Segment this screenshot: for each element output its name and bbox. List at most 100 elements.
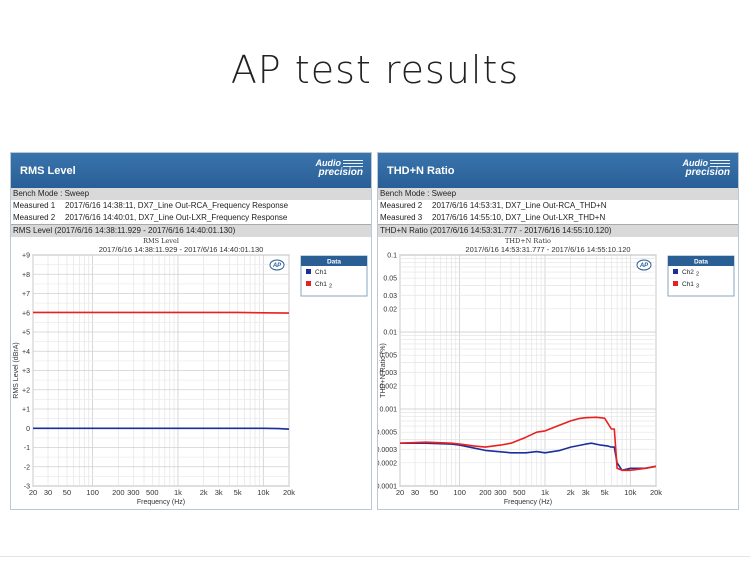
x-tick-label: 2k bbox=[567, 488, 575, 497]
x-tick-label: 300 bbox=[494, 488, 507, 497]
y-tick-label: 0 bbox=[26, 426, 30, 433]
legend-header bbox=[668, 256, 734, 266]
y-tick-label: +8 bbox=[22, 272, 30, 279]
y-tick-label: +4 bbox=[22, 349, 30, 356]
x-axis-label: Frequency (Hz) bbox=[137, 499, 185, 506]
x-tick-label: 5k bbox=[234, 488, 242, 497]
measured-text: 2017/6/16 14:53:31, DX7_Line Out-RCA_THD… bbox=[432, 201, 607, 210]
y-tick-label: 0.0002 bbox=[378, 460, 397, 467]
y-tick-label: 0.0003 bbox=[378, 447, 397, 454]
x-tick-label: 10k bbox=[257, 488, 269, 497]
x-tick-label: 20 bbox=[396, 488, 404, 497]
panel-title: THD+N Ratio bbox=[387, 165, 455, 177]
y-axis-label: RMS Level (dBrA) bbox=[13, 342, 20, 398]
measured-row: Measured 2 2017/6/16 14:53:31, DX7_Line O… bbox=[378, 200, 738, 212]
measured-label: Measured 1 bbox=[13, 201, 56, 210]
y-tick-label: -2 bbox=[24, 464, 30, 471]
ap-badge-text: AP bbox=[272, 263, 282, 269]
legend-swatch bbox=[673, 269, 678, 274]
measured-row: Measured 3 2017/6/16 14:55:10, DX7_Line O… bbox=[378, 212, 738, 224]
y-tick-label: +1 bbox=[22, 407, 30, 414]
legend-title: Data bbox=[694, 259, 708, 266]
legend-header bbox=[301, 256, 367, 266]
measured-text: 2017/6/16 14:40:01, DX7_Line Out-LXR_Fre… bbox=[65, 213, 288, 222]
audio-precision-logo: Audio precision bbox=[670, 158, 730, 182]
panel-header: THD+N Ratio Audio precision bbox=[378, 153, 738, 188]
y-tick-label: +6 bbox=[22, 310, 30, 317]
chart-title: RMS Level bbox=[143, 237, 179, 245]
y-axis-label: THD+N Ratio (%) bbox=[380, 343, 387, 398]
x-tick-label: 100 bbox=[453, 488, 466, 497]
legend-label: Ch1 bbox=[315, 269, 327, 276]
logo-text-2: precision bbox=[318, 167, 363, 178]
legend-label-index: 2 bbox=[696, 272, 699, 278]
x-tick-label: 5k bbox=[601, 488, 609, 497]
y-tick-label: 0.05 bbox=[383, 276, 397, 283]
panel-title: RMS Level bbox=[20, 165, 76, 177]
page-title: AP test results bbox=[230, 48, 520, 92]
x-tick-label: 100 bbox=[86, 488, 99, 497]
x-tick-label: 30 bbox=[44, 488, 52, 497]
selection-bar: THD+N Ratio (2017/6/16 14:53:31.777 - 20… bbox=[378, 224, 738, 237]
y-tick-label: -1 bbox=[24, 445, 30, 452]
logo-text-2: precision bbox=[685, 167, 730, 178]
series-line bbox=[400, 442, 657, 472]
ap-badge-text: AP bbox=[639, 263, 649, 269]
x-tick-label: 20k bbox=[650, 488, 662, 497]
chart-title: THD+N Ratio bbox=[505, 237, 551, 245]
x-tick-label: 10k bbox=[624, 488, 636, 497]
chart-subtitle: 2017/6/16 14:53:31.777 - 2017/6/16 14:55… bbox=[465, 245, 630, 254]
y-tick-label: 0.003 bbox=[379, 370, 397, 377]
x-tick-label: 3k bbox=[215, 488, 223, 497]
legend-swatch bbox=[673, 281, 678, 286]
ap-badge-icon bbox=[269, 259, 285, 271]
y-tick-label: 0.005 bbox=[379, 353, 397, 360]
measured-label: Measured 2 bbox=[13, 213, 56, 222]
x-tick-label: 1k bbox=[541, 488, 549, 497]
measured-label: Measured 2 bbox=[380, 201, 423, 210]
x-tick-label: 500 bbox=[513, 488, 526, 497]
series-line bbox=[399, 416, 657, 472]
chart-subtitle: 2017/6/16 14:38:11.929 - 2017/6/16 14:40… bbox=[99, 245, 264, 254]
x-tick-label: 2k bbox=[200, 488, 208, 497]
measured-row: Measured 1 2017/6/16 14:38:11, DX7_Line O… bbox=[11, 200, 371, 212]
x-tick-label: 3k bbox=[582, 488, 590, 497]
y-tick-label: +7 bbox=[22, 291, 30, 298]
y-tick-label: 0.1 bbox=[387, 253, 397, 260]
measured-row: Measured 2 2017/6/16 14:40:01, DX7_Line O… bbox=[11, 212, 371, 224]
legend-label-index: 3 bbox=[696, 284, 699, 290]
logo-bars-icon bbox=[710, 160, 730, 169]
y-tick-label: 0.03 bbox=[383, 293, 397, 300]
y-tick-label: +3 bbox=[22, 368, 30, 375]
x-tick-label: 50 bbox=[430, 488, 438, 497]
bench-mode: Bench Mode : Sweep bbox=[378, 188, 738, 200]
series-line bbox=[33, 311, 290, 314]
audio-precision-logo: Audio precision bbox=[303, 158, 363, 182]
x-tick-label: 200 bbox=[479, 488, 492, 497]
y-tick-label: 0.002 bbox=[379, 383, 397, 390]
y-tick-label: +2 bbox=[22, 387, 30, 394]
divider bbox=[0, 556, 750, 557]
bench-mode: Bench Mode : Sweep bbox=[11, 188, 371, 200]
x-tick-label: 50 bbox=[63, 488, 71, 497]
measured-text: 2017/6/16 14:55:10, DX7_Line Out-LXR_THD… bbox=[432, 213, 606, 222]
x-axis-label: Frequency (Hz) bbox=[504, 499, 552, 506]
legend-label-index: 2 bbox=[329, 284, 332, 290]
logo-bars-icon bbox=[343, 160, 363, 169]
legend-label: Ch1 3 bbox=[682, 281, 699, 290]
plot-area bbox=[399, 254, 657, 487]
x-tick-label: 30 bbox=[411, 488, 419, 497]
x-tick-label: 500 bbox=[146, 488, 159, 497]
x-tick-label: 20k bbox=[283, 488, 295, 497]
legend-swatch bbox=[306, 269, 311, 274]
y-tick-label: +5 bbox=[22, 330, 30, 337]
logo-text-1: Audio bbox=[315, 158, 342, 168]
panel-header: RMS Level Audio precision bbox=[11, 153, 371, 188]
x-tick-label: 300 bbox=[127, 488, 140, 497]
selection-bar: RMS Level (2017/6/16 14:38:11.929 - 2017… bbox=[11, 224, 371, 237]
y-tick-label: 0.02 bbox=[383, 306, 397, 313]
measured-label: Measured 3 bbox=[380, 213, 423, 222]
legend-label: Ch1 2 bbox=[315, 281, 332, 290]
y-tick-label: 0.0001 bbox=[378, 484, 397, 491]
